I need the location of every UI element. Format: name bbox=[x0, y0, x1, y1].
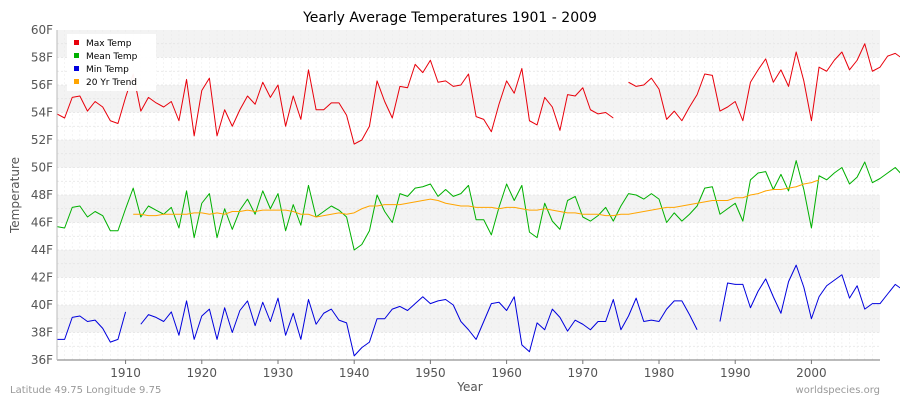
y-tick-label: 44F bbox=[31, 243, 53, 257]
x-tick-label: 1940 bbox=[339, 366, 370, 380]
x-tick-label: 1980 bbox=[644, 366, 675, 380]
series-line-mean-temp bbox=[56, 160, 900, 251]
y-tick-label: 42F bbox=[31, 271, 53, 285]
x-axis-ticks: 1910 1920 1930 1940 1950 1960 1970 1980 1990 2000 bbox=[110, 360, 827, 380]
x-tick-label: 1960 bbox=[491, 366, 522, 380]
series-line-max-temp bbox=[628, 43, 900, 122]
y-tick-label: 40F bbox=[31, 298, 53, 312]
footer-source: worldspecies.org bbox=[796, 385, 880, 396]
y-tick-label: 56F bbox=[31, 78, 53, 92]
series-line-min-temp bbox=[57, 311, 127, 343]
x-tick-label: 1910 bbox=[110, 366, 141, 380]
legend-label-max-temp: Max Temp bbox=[86, 39, 132, 49]
legend-swatch-max-temp bbox=[74, 40, 79, 45]
x-tick-label: 1930 bbox=[263, 366, 294, 380]
grid-lines bbox=[57, 30, 880, 360]
y-tick-label: 38F bbox=[31, 326, 53, 340]
y-tick-label: 52F bbox=[31, 133, 53, 147]
x-tick-label: 1950 bbox=[415, 366, 446, 380]
y-tick-label: 36F bbox=[31, 353, 53, 367]
x-axis-label: Year bbox=[456, 380, 482, 394]
y-axis-ticks: 36F 38F 40F 42F 44F 46F 48F 50F 52F 54F 56F 58F 60F bbox=[31, 23, 53, 367]
legend: Max Temp Mean Temp Min Temp 20 Yr Trend bbox=[67, 34, 156, 91]
chart-title: Yearly Average Temperatures 1901 - 2009 bbox=[302, 10, 597, 26]
series-lines bbox=[56, 43, 900, 357]
y-tick-label: 48F bbox=[31, 188, 53, 202]
footer-coordinates: Latitude 49.75 Longitude 9.75 bbox=[10, 385, 161, 396]
legend-swatch-min-temp bbox=[74, 66, 79, 71]
x-tick-label: 2000 bbox=[796, 366, 827, 380]
series-line-min-temp bbox=[140, 296, 698, 357]
x-tick-label: 1990 bbox=[720, 366, 751, 380]
y-tick-label: 50F bbox=[31, 161, 53, 175]
series-line-min-temp bbox=[719, 264, 900, 322]
x-tick-label: 1970 bbox=[568, 366, 599, 380]
y-tick-label: 54F bbox=[31, 106, 53, 120]
y-tick-label: 58F bbox=[31, 51, 53, 65]
legend-label-20yr-trend: 20 Yr Trend bbox=[86, 78, 137, 88]
y-axis-label: Temperature bbox=[8, 157, 22, 234]
series-line-max-temp bbox=[56, 59, 614, 145]
y-tick-label: 46F bbox=[31, 216, 53, 230]
legend-swatch-20yr-trend bbox=[74, 79, 79, 84]
x-tick-label: 1920 bbox=[187, 366, 218, 380]
legend-label-mean-temp: Mean Temp bbox=[86, 52, 138, 62]
series-line-20yr-trend bbox=[133, 179, 820, 218]
legend-label-min-temp: Min Temp bbox=[86, 65, 129, 75]
legend-background bbox=[67, 34, 156, 91]
legend-swatch-mean-temp bbox=[74, 53, 79, 58]
y-tick-label: 60F bbox=[31, 23, 53, 37]
